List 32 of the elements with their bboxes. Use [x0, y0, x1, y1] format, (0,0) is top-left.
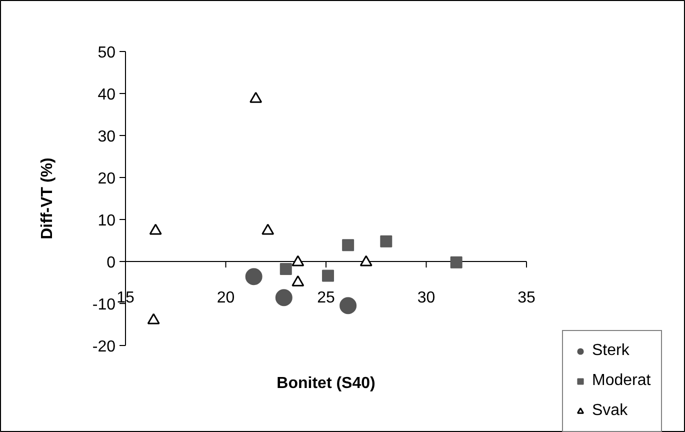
- point: [450, 256, 462, 268]
- point: [360, 255, 372, 266]
- point: [292, 255, 304, 266]
- point: [292, 275, 304, 286]
- x-tick-label: 30: [417, 290, 436, 306]
- point: [250, 92, 262, 103]
- y-tick-label: 20: [98, 170, 116, 188]
- y-tick-label: 10: [98, 212, 116, 230]
- x-tick-label: 35: [518, 290, 536, 306]
- x-tick-label: 20: [216, 290, 235, 306]
- legend-label: Sterk: [592, 342, 630, 360]
- y-tick-label: 40: [98, 86, 116, 104]
- point: [245, 268, 262, 286]
- y-tick-label: -20: [92, 338, 116, 356]
- point: [149, 224, 162, 235]
- point: [275, 289, 292, 306]
- x-axis-title: Bonitet (S40): [276, 375, 376, 392]
- y-tick-label: 50: [98, 44, 116, 62]
- point: [380, 235, 392, 248]
- legend-label: Svak: [592, 402, 628, 420]
- y-axis-title: Diff-VT (%): [39, 158, 56, 240]
- legend-label: Moderat: [592, 372, 651, 390]
- point: [340, 297, 357, 314]
- point: [322, 270, 334, 282]
- x-tick-label: 25: [317, 290, 335, 306]
- point: [342, 239, 354, 252]
- y-tick-label: -10: [92, 296, 116, 314]
- y-tick-label: 0: [106, 254, 116, 272]
- y-tick-label: 30: [98, 128, 116, 146]
- point: [280, 263, 292, 276]
- point: [147, 313, 160, 324]
- point: [262, 224, 274, 235]
